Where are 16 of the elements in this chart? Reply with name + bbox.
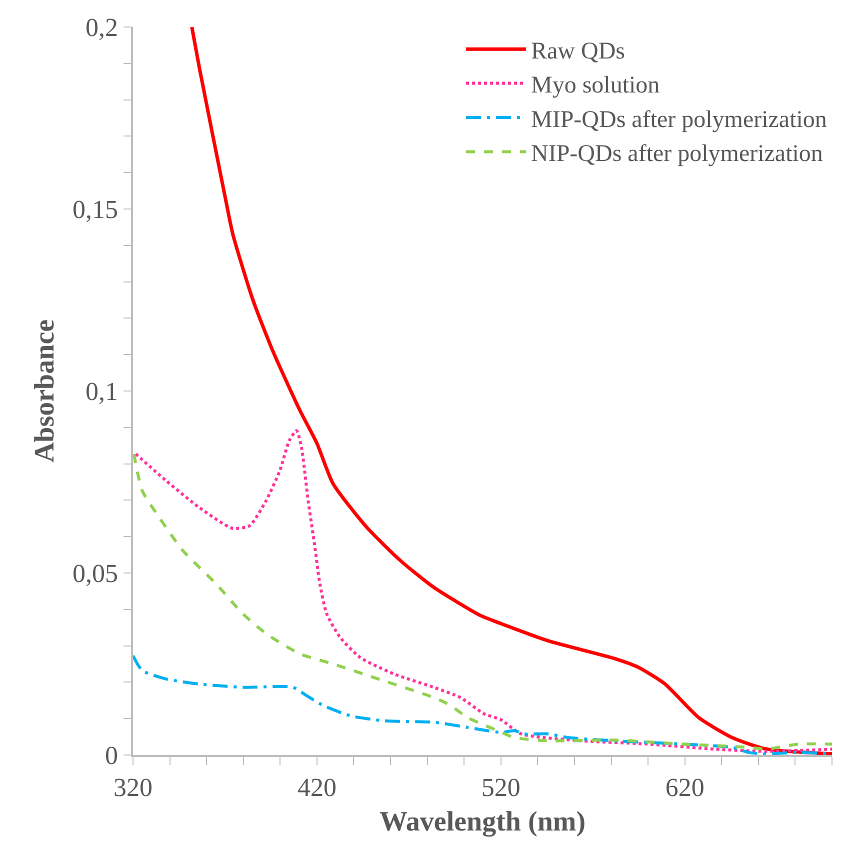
x-axis-title: Wavelength (nm) xyxy=(379,806,586,838)
legend-label: NIP-QDs after polymerization xyxy=(531,141,823,168)
y-tick-label: 0,05 xyxy=(72,559,118,588)
x-tick-label: 520 xyxy=(481,772,520,802)
x-tick-label: 420 xyxy=(297,772,336,802)
y-axis-title: Absorbance xyxy=(30,319,61,463)
y-tick-label: 0,1 xyxy=(86,377,118,406)
legend-label: Myo solution xyxy=(531,72,660,99)
legend-label: MIP-QDs after polymerization xyxy=(531,106,827,133)
line-series xyxy=(190,27,832,755)
y-tick-label: 0 xyxy=(105,741,118,770)
x-tick-label: 320 xyxy=(114,772,152,802)
y-tick-label: 0,15 xyxy=(72,195,118,224)
x-tick-label: 620 xyxy=(665,772,704,802)
y-tick-label: 0,2 xyxy=(86,13,118,42)
legend-label: Raw QDs xyxy=(531,38,625,64)
